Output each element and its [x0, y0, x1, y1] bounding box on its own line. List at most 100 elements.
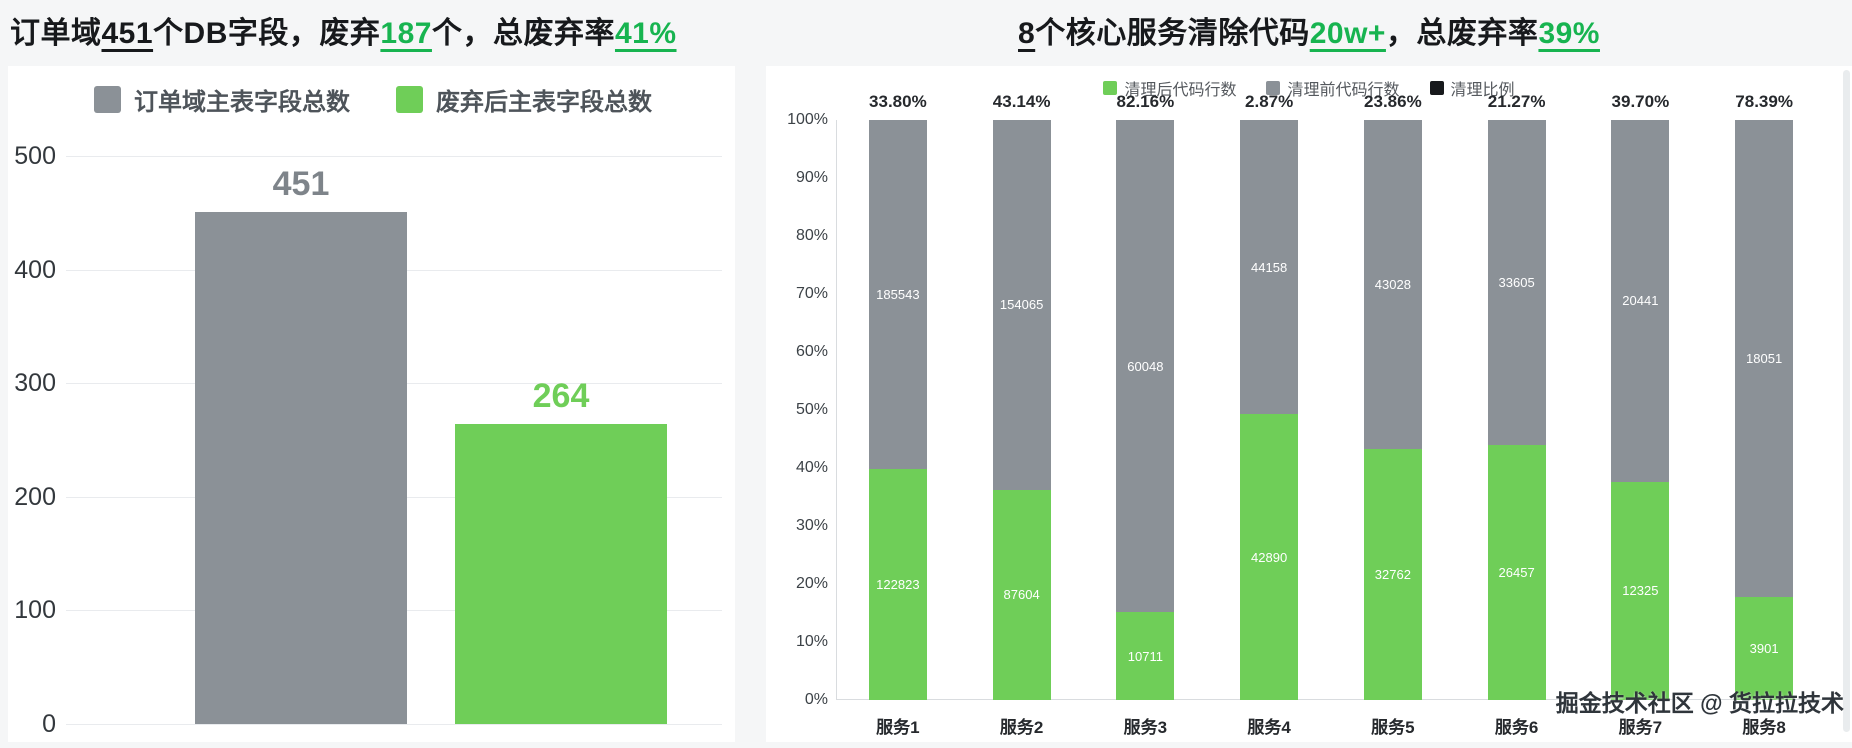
y-axis-tick: 50%	[795, 401, 828, 418]
title-part: 8	[1018, 17, 1036, 50]
legend-label: 清理前代码行数	[1287, 82, 1400, 99]
cleanup-ratio-label: 21.27%	[1487, 92, 1546, 111]
bar-废弃后主表字段总数	[455, 424, 667, 724]
gridline	[66, 724, 722, 725]
cleanup-ratio-label: 82.16%	[1116, 92, 1175, 111]
legend-swatch	[396, 86, 423, 113]
segment-after-cleanup: 10711	[1116, 612, 1175, 700]
bar-订单域主表字段总数	[195, 211, 407, 724]
cleanup-ratio-label: 23.86%	[1364, 92, 1422, 111]
y-axis-tick: 90%	[795, 169, 828, 186]
title-part: 个，总废弃率	[431, 17, 615, 50]
stacked-bar-服务8: 18051 3901	[1735, 120, 1794, 700]
legend-item: 废弃后主表字段总数	[396, 82, 652, 117]
x-axis-category: 服务5	[1371, 718, 1415, 737]
segment-value-label: 32762	[1374, 567, 1411, 583]
bar-value-label: 264	[532, 377, 590, 416]
y-axis-tick: 70%	[795, 285, 828, 302]
y-axis-line	[836, 120, 837, 700]
watermark: 掘金技术社区 @ 货拉拉技术	[1555, 690, 1844, 716]
stacked-bar-服务7: 20441 12325	[1611, 120, 1670, 700]
legend-label: 废弃后主表字段总数	[436, 89, 652, 116]
legend-label: 清理比例	[1450, 82, 1515, 99]
title-part: 41%	[614, 17, 677, 50]
segment-value-label: 44158	[1251, 259, 1288, 275]
segment-value-label: 43028	[1374, 277, 1411, 293]
y-axis-tick: 30%	[795, 517, 828, 534]
gridline	[66, 156, 722, 157]
segment-value-label: 18051	[1746, 350, 1783, 366]
segment-value-label: 87604	[1003, 587, 1040, 603]
stacked-bar-服务4: 44158 42890	[1240, 120, 1299, 700]
segment-after-cleanup: 32762	[1363, 449, 1422, 700]
segment-value-label: 12325	[1622, 583, 1659, 599]
segment-value-label: 154065	[999, 297, 1044, 313]
right-chart-legend: 清理后代码行数 清理前代码行数 清理比例	[766, 76, 1852, 100]
x-axis-category: 服务6	[1494, 718, 1539, 737]
segment-before-cleanup: 18051	[1735, 120, 1794, 597]
title-part: 个核心服务清除代码	[1035, 17, 1310, 50]
segment-before-cleanup: 60048	[1116, 120, 1175, 613]
cleanup-ratio-label: 2.87%	[1245, 92, 1294, 111]
segment-before-cleanup: 185543	[868, 120, 927, 469]
left-chart-title: 订单域451个DB字段，废弃187个，总废弃率41%	[10, 8, 677, 52]
segment-value-label: 122823	[876, 576, 920, 592]
legend-item: 清理后代码行数	[1103, 76, 1236, 100]
segment-value-label: 185543	[876, 286, 920, 302]
y-axis-tick: 80%	[795, 227, 828, 244]
legend-label: 订单域主表字段总数	[134, 89, 350, 116]
title-part: ，总废弃率	[1385, 17, 1539, 50]
title-part: 39%	[1538, 17, 1600, 50]
segment-value-label: 3901	[1749, 640, 1779, 656]
segment-after-cleanup: 42890	[1240, 414, 1299, 700]
segment-value-label: 60048	[1127, 358, 1164, 374]
right-chart-title: 8个核心服务清除代码20w+，总废弃率39%	[766, 8, 1852, 52]
segment-after-cleanup: 12325	[1611, 481, 1670, 700]
x-axis-category: 服务2	[999, 718, 1044, 737]
x-axis-category: 服务7	[1618, 718, 1663, 737]
x-axis-category: 服务3	[1123, 718, 1168, 737]
y-axis-tick: 400	[14, 255, 56, 284]
segment-after-cleanup: 3901	[1735, 596, 1794, 700]
legend-swatch	[1429, 81, 1444, 95]
bar-value-label: 451	[272, 164, 330, 203]
y-axis-tick: 100	[14, 596, 56, 625]
title-part: 20w+	[1309, 17, 1386, 50]
title-part: 个DB字段，废弃	[153, 17, 381, 50]
y-axis-tick: 20%	[795, 575, 828, 592]
segment-value-label: 42890	[1251, 549, 1288, 565]
segment-value-label: 26457	[1498, 564, 1535, 580]
legend-item: 清理前代码行数	[1266, 76, 1400, 100]
scrollbar-track[interactable]	[1843, 70, 1850, 732]
cleanup-ratio-label: 39.70%	[1611, 92, 1670, 111]
segment-after-cleanup: 26457	[1487, 444, 1546, 700]
left-chart-plot-area: 0 100 200 300 400 500 451 264	[14, 142, 722, 738]
y-axis-tick: 200	[14, 482, 56, 511]
left-chart-legend: 订单域主表字段总数 废弃后主表字段总数	[94, 82, 652, 117]
legend-swatch	[1103, 81, 1118, 95]
segment-before-cleanup: 20441	[1611, 120, 1670, 482]
title-part: 451	[101, 17, 154, 50]
segment-before-cleanup: 33605	[1487, 120, 1546, 445]
y-axis-tick: 0%	[804, 691, 828, 708]
y-axis-tick: 100%	[787, 111, 828, 128]
legend-item: 订单域主表字段总数	[94, 82, 350, 117]
stacked-bar-服务2: 154065 87604	[992, 120, 1051, 700]
segment-after-cleanup: 122823	[868, 468, 927, 700]
segment-value-label: 20441	[1622, 293, 1659, 309]
cleanup-ratio-label: 43.14%	[992, 92, 1051, 111]
y-axis-tick: 500	[14, 142, 56, 170]
segment-value-label: 33605	[1498, 274, 1535, 290]
segment-after-cleanup: 87604	[992, 489, 1051, 700]
left-chart-panel: 订单域主表字段总数 废弃后主表字段总数 0 100 200 300 400 500 451 26…	[8, 66, 735, 742]
x-axis-line	[836, 699, 1826, 700]
cleanup-ratio-label: 78.39%	[1735, 92, 1793, 111]
cleanup-ratio-label: 33.80%	[869, 92, 927, 111]
y-axis-tick: 0	[42, 710, 56, 738]
stacked-bar-服务6: 33605 26457	[1487, 120, 1546, 700]
x-axis-category: 服务8	[1742, 718, 1786, 737]
legend-item: 清理比例	[1429, 76, 1515, 100]
y-axis-tick: 10%	[795, 633, 828, 650]
segment-value-label: 10711	[1127, 648, 1163, 664]
